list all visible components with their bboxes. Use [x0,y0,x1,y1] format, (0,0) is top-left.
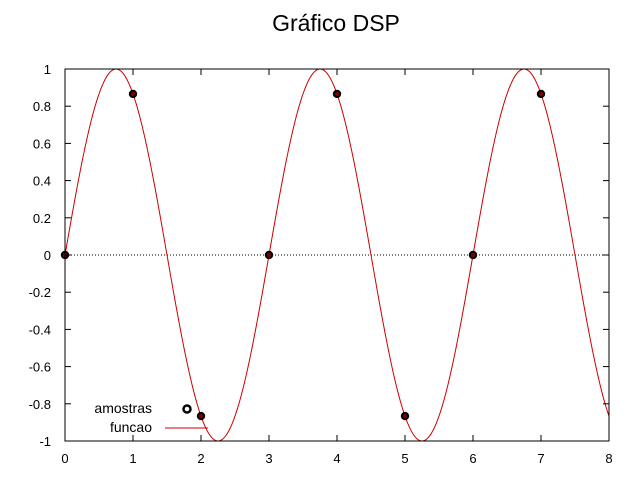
y-tick-label: -1 [39,434,51,449]
y-tick-label: 0.4 [33,174,51,189]
y-tick-label: 0.6 [33,136,51,151]
sample-points [60,89,546,421]
x-tick-label: 8 [605,451,612,466]
sample-point [400,411,410,421]
x-tick-label: 3 [265,451,272,466]
y-tick-label: 1 [44,62,51,77]
x-axis-ticks: 0 1 2 3 4 5 6 7 8 [61,69,613,466]
sample-point [536,89,546,99]
y-tick-label: -0.6 [29,360,51,375]
y-tick-label: 0.2 [33,211,51,226]
legend-label-amostras: amostras [94,400,152,416]
x-tick-label: 5 [401,451,408,466]
sample-point [468,250,478,260]
y-tick-label: -0.8 [29,397,51,412]
chart-title: Gráfico DSP [272,10,400,36]
sample-point [264,250,274,260]
y-tick-label: 0.8 [33,99,51,114]
y-tick-label: -0.4 [29,322,51,337]
x-tick-label: 4 [333,451,340,466]
x-tick-label: 0 [61,451,68,466]
y-tick-label: 0 [44,248,51,263]
sample-point [332,89,342,99]
sample-point [196,411,206,421]
x-tick-label: 2 [197,451,204,466]
y-tick-label: -0.2 [29,285,51,300]
x-tick-label: 1 [129,451,136,466]
legend-label-funcao: funcao [110,419,152,435]
legend-marker-amostras [182,404,192,414]
x-tick-label: 6 [469,451,476,466]
y-axis-ticks: 1 0.8 0.6 0.4 0.2 0 -0.2 -0.4 -0.6 -0.8 -1 [29,62,609,449]
sample-point [128,89,138,99]
x-tick-label: 7 [537,451,544,466]
legend: amostras funcao [94,400,208,435]
